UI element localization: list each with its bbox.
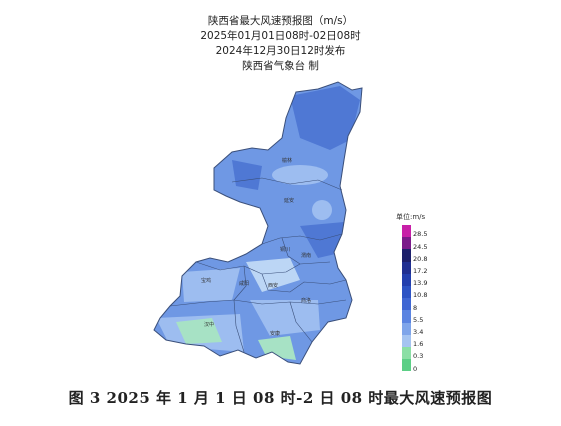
legend-swatch	[402, 225, 411, 238]
city-label-yulin: 榆林	[282, 157, 292, 164]
legend-swatch	[402, 237, 411, 250]
legend-tick-label: 20.8	[413, 254, 428, 263]
wind-speed-fill	[154, 82, 362, 364]
city-label-tongchuan: 铜川	[280, 246, 290, 253]
city-label-xian: 西安	[268, 282, 278, 289]
legend-tick-label: 3.4	[413, 328, 424, 337]
legend-tick-label: 5.5	[413, 315, 424, 324]
strong-wind-northwest	[232, 160, 262, 190]
city-label-ankang: 安康	[270, 330, 280, 337]
issue-time: 2024年12月30日12时发布	[215, 45, 346, 57]
strong-wind-north	[290, 86, 360, 150]
city-label-shangluo: 商洛	[301, 297, 311, 304]
border-yulin-yanan	[231, 177, 343, 191]
legend-unit: 单位:m/s	[396, 213, 426, 221]
light-wind-west	[182, 268, 240, 302]
map-title-block: 陕西省最大风速预报图（m/s） 2025年01月01日08时-02日08时 20…	[0, 14, 561, 74]
light-wind-east	[312, 200, 332, 220]
legend-tick-label: 17.2	[413, 267, 428, 276]
legend-color-bar	[402, 225, 411, 372]
border-xian-weinan	[261, 273, 347, 293]
legend-tick-label: 0.3	[413, 352, 424, 361]
legend-swatch	[402, 310, 411, 323]
city-borders	[169, 177, 347, 353]
city-labels: 榆林 延安 铜川 渭南 宝鸡 咸阳 西安 商洛 汉中 安康	[201, 157, 311, 337]
forecast-period: 2025年01月01日08时-02日08时	[200, 30, 361, 42]
light-wind-guanzhong	[246, 258, 300, 292]
calm-area-south	[176, 318, 222, 344]
strong-wind-east	[300, 222, 344, 258]
legend-tick-label: 13.9	[413, 279, 428, 288]
border-qinling	[169, 299, 347, 307]
legend-swatch	[402, 261, 411, 274]
border-yanan-south	[261, 233, 343, 245]
legend-swatch	[402, 359, 411, 372]
border-baoji-xianyang	[195, 261, 301, 275]
legend-swatch	[402, 285, 411, 299]
border-tongchuan	[281, 237, 331, 265]
legend-swatch	[402, 322, 411, 335]
light-wind-center-north	[272, 165, 328, 185]
border-hanzhong-ankang	[233, 299, 245, 353]
map-title: 陕西省最大风速预报图（m/s）	[207, 15, 354, 27]
issuer: 陕西省气象台 制	[242, 60, 319, 72]
legend-tick-label: 1.6	[413, 340, 424, 349]
light-wind-qinling	[250, 300, 320, 336]
city-label-weinan: 渭南	[301, 252, 311, 259]
border-shangluo	[289, 301, 313, 343]
legend-tick-label: 28.5	[413, 230, 428, 239]
legend-tick-label: 10.8	[413, 291, 428, 300]
figure-caption: 图 3 2025 年 1 月 1 日 08 时-2 日 08 时最大风速预报图	[68, 389, 493, 407]
city-label-hanzhong: 汉中	[204, 321, 214, 328]
legend-tick-label: 8	[413, 303, 418, 312]
legend-swatch	[402, 298, 411, 311]
calm-area-ankang	[258, 336, 296, 360]
border-baoji-east	[233, 265, 247, 301]
legend-tick-label: 0	[413, 364, 418, 373]
province-border	[153, 81, 363, 365]
legend-swatch	[402, 273, 411, 286]
legend-swatch	[402, 346, 411, 360]
city-label-xianyang: 咸阳	[239, 280, 249, 287]
legend-swatch	[402, 334, 411, 347]
city-label-baoji: 宝鸡	[201, 277, 211, 284]
legend-tick-label: 24.5	[413, 242, 428, 251]
city-label-yanan: 延安	[284, 197, 294, 204]
legend-swatch	[402, 249, 411, 262]
